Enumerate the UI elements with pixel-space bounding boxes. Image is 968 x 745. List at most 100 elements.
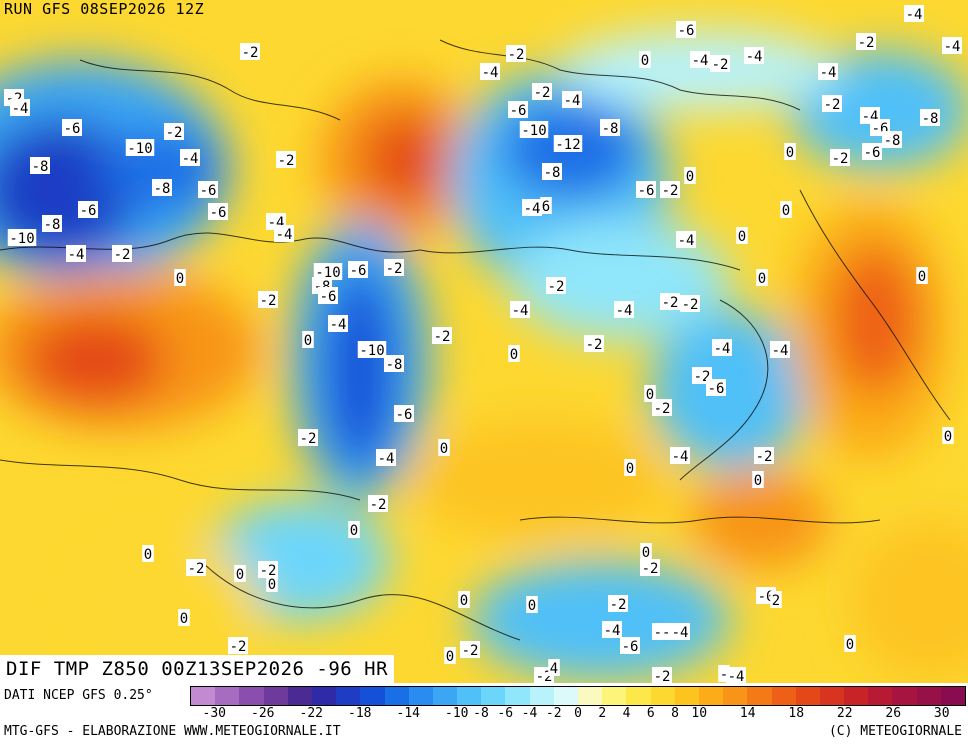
contour-value-label: -2: [186, 559, 206, 577]
contour-value-label: -2: [660, 293, 680, 311]
svg-text:-6: -6: [678, 23, 695, 39]
svg-text:-10: -10: [127, 141, 152, 157]
svg-text:-2: -2: [278, 153, 295, 169]
svg-text:-4: -4: [672, 625, 689, 641]
contour-value-label: -4: [614, 301, 634, 319]
svg-text:-4: -4: [330, 317, 347, 333]
svg-text:-4: -4: [524, 201, 541, 217]
svg-text:0: 0: [236, 567, 244, 583]
contour-value-label: -8: [384, 355, 404, 373]
contour-value-label: -2: [710, 55, 730, 73]
color-swatch: [892, 687, 917, 705]
contour-value-label: -2: [584, 335, 604, 353]
svg-text:-4: -4: [616, 303, 633, 319]
color-swatch: [384, 687, 409, 705]
color-swatch: [868, 687, 893, 705]
svg-text:-6: -6: [64, 121, 81, 137]
svg-text:-8: -8: [44, 217, 61, 233]
scale-tick-label: -26: [251, 706, 275, 721]
svg-text:-6: -6: [200, 183, 217, 199]
contour-value-label: -2: [368, 495, 388, 513]
svg-text:-10: -10: [359, 343, 384, 359]
svg-text:-4: -4: [12, 101, 29, 117]
contour-value-label: -2: [460, 641, 480, 659]
contour-value-label: 0: [438, 439, 450, 457]
scale-tick-label: 2: [598, 706, 607, 721]
color-swatch: [578, 687, 603, 705]
contour-value-label: 0: [444, 647, 456, 665]
contour-value-label: -4: [744, 47, 764, 65]
svg-text:-2: -2: [242, 45, 259, 61]
contour-value-label: 0: [302, 331, 314, 349]
color-swatch: [940, 687, 965, 705]
svg-text:0: 0: [268, 577, 276, 593]
svg-text:-4: -4: [692, 53, 709, 69]
contour-value-label: -4: [726, 667, 746, 683]
contour-value-label: -2: [640, 559, 660, 577]
svg-text:0: 0: [440, 441, 448, 457]
svg-text:0: 0: [754, 473, 762, 489]
color-swatch: [916, 687, 941, 705]
contour-value-label: -6: [208, 203, 228, 221]
svg-text:-4: -4: [906, 7, 923, 23]
contour-value-label: -8: [152, 179, 172, 197]
contour-value-label: -4: [10, 99, 30, 117]
contour-value-label: -4: [690, 51, 710, 69]
contour-value-label: -2: [822, 95, 842, 113]
scale-tick-label: -4: [521, 706, 538, 721]
coastlines: [0, 39, 951, 641]
contour-value-label: -6: [78, 201, 98, 219]
svg-text:-6: -6: [396, 407, 413, 423]
contour-value-label: -10: [7, 229, 37, 247]
contour-value-label: -8: [30, 157, 50, 175]
contour-value-label: -2: [228, 637, 248, 655]
contour-value-label: -4: [602, 621, 622, 639]
svg-text:0: 0: [758, 271, 766, 287]
svg-text:-6: -6: [622, 639, 639, 655]
contour-value-label: 0: [234, 565, 246, 583]
svg-text:0: 0: [641, 53, 649, 69]
contour-value-label: 0: [348, 521, 360, 539]
svg-text:0: 0: [686, 169, 694, 185]
svg-text:-6: -6: [638, 183, 655, 199]
svg-text:0: 0: [944, 429, 952, 445]
svg-text:-8: -8: [922, 111, 939, 127]
color-swatch: [239, 687, 264, 705]
svg-text:-4: -4: [820, 65, 837, 81]
contour-value-label: 0: [784, 143, 796, 161]
contour-value-label: -4: [480, 63, 500, 81]
svg-text:2: 2: [772, 593, 780, 609]
contour-value-label: 0: [684, 167, 696, 185]
svg-text:0: 0: [646, 387, 654, 403]
svg-text:-2: -2: [654, 669, 671, 683]
scale-tick-label: 0: [574, 706, 582, 721]
color-swatch: [844, 687, 869, 705]
scale-tick-label: -8: [473, 706, 489, 721]
svg-text:0: 0: [918, 269, 926, 285]
color-swatch: [215, 687, 240, 705]
svg-text:-4: -4: [482, 65, 499, 81]
svg-text:-10: -10: [521, 123, 546, 139]
contour-value-label: -2: [112, 245, 132, 263]
contour-value-label: 0: [736, 227, 748, 245]
scale-tick-label: -22: [299, 706, 323, 721]
contour-value-label: -4: [376, 449, 396, 467]
color-scale-bar: [190, 686, 966, 706]
svg-text:-4: -4: [944, 39, 961, 55]
contour-value-label: -: [718, 665, 730, 683]
svg-text:-2: -2: [824, 97, 841, 113]
svg-text:0: 0: [350, 523, 358, 539]
svg-text:0: 0: [304, 333, 312, 349]
contour-value-label: -8: [882, 131, 902, 149]
svg-text:-4: -4: [68, 247, 85, 263]
contour-value-label: -6: [862, 143, 882, 161]
contour-labels: -2-2-40-6-4-2-4-4-2-4-4-2-4-6-8-8-6-20-2…: [4, 5, 962, 683]
contour-value-label: -2: [660, 181, 680, 199]
svg-text:-8: -8: [544, 165, 561, 181]
svg-text:-6: -6: [708, 381, 725, 397]
contour-value-label: -2: [532, 83, 552, 101]
contour-value-label: -10: [125, 139, 155, 157]
contour-value-label: 0: [174, 269, 186, 287]
contour-value-label: 0: [142, 545, 154, 563]
svg-text:0: 0: [846, 637, 854, 653]
